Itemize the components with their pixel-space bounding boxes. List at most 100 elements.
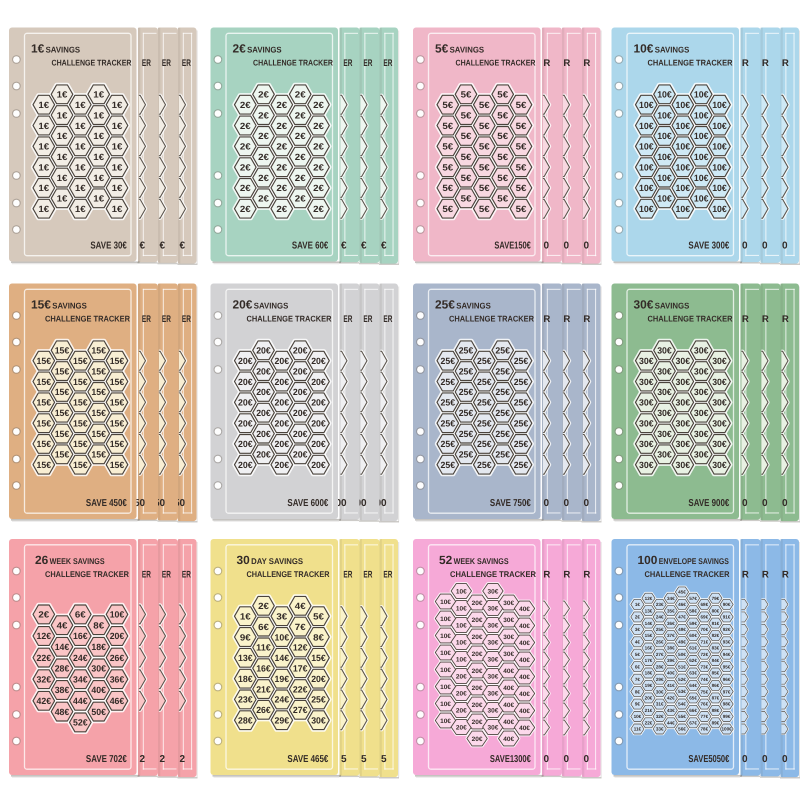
svg-text:50: 50 (134, 498, 146, 509)
svg-text:SAVE 702€: SAVE 702€ (86, 754, 127, 765)
svg-text:90€: 90€ (723, 602, 731, 607)
svg-text:10€: 10€ (712, 121, 727, 131)
svg-text:4€: 4€ (635, 639, 641, 644)
svg-text:27€: 27€ (656, 652, 664, 657)
svg-text:5: 5 (381, 754, 387, 765)
svg-text:1€: 1€ (75, 142, 86, 152)
svg-text:1€: 1€ (57, 173, 68, 183)
svg-text:1€: 1€ (57, 131, 68, 141)
svg-text:5€: 5€ (435, 42, 449, 56)
svg-text:0: 0 (564, 498, 570, 509)
svg-text:1€: 1€ (57, 194, 68, 204)
svg-text:5€: 5€ (516, 142, 527, 152)
svg-text:52€: 52€ (678, 677, 686, 682)
svg-text:5€: 5€ (442, 204, 453, 214)
svg-text:25€: 25€ (441, 418, 456, 428)
svg-text:R: R (742, 58, 749, 69)
svg-text:34€: 34€ (73, 674, 88, 684)
svg-text:89€: 89€ (712, 720, 720, 725)
svg-text:2€: 2€ (276, 162, 287, 172)
svg-text:1€: 1€ (38, 121, 49, 131)
svg-text:3€: 3€ (635, 627, 641, 632)
svg-text:79€: 79€ (712, 596, 720, 601)
svg-text:10€: 10€ (676, 204, 691, 214)
svg-text:0: 0 (742, 498, 748, 509)
svg-text:16€: 16€ (645, 646, 653, 651)
svg-text:25€: 25€ (459, 408, 474, 418)
svg-text:15€: 15€ (73, 398, 88, 408)
svg-text:R: R (583, 58, 590, 69)
svg-text:30€: 30€ (694, 450, 709, 460)
svg-text:15€: 15€ (37, 398, 52, 408)
svg-text:95€: 95€ (723, 664, 731, 669)
svg-text:10€: 10€ (639, 142, 654, 152)
svg-text:46€: 46€ (110, 696, 125, 706)
svg-text:SAVE1300€: SAVE1300€ (490, 754, 531, 765)
svg-text:SAVE 450€: SAVE 450€ (86, 498, 127, 509)
svg-text:10€: 10€ (639, 100, 654, 110)
svg-text:46€: 46€ (678, 602, 686, 607)
svg-text:1€: 1€ (93, 173, 104, 183)
svg-text:20€: 20€ (472, 736, 483, 743)
svg-text:16€: 16€ (256, 663, 271, 673)
svg-text:R: R (583, 570, 590, 581)
svg-text:26€: 26€ (256, 705, 271, 715)
svg-text:30€: 30€ (712, 439, 727, 449)
svg-text:10€: 10€ (440, 718, 451, 725)
svg-text:ER: ER (182, 58, 191, 69)
svg-text:5€: 5€ (497, 194, 508, 204)
svg-text:42€: 42€ (37, 696, 52, 706)
svg-text:28€: 28€ (656, 664, 664, 669)
svg-text:20€: 20€ (311, 439, 326, 449)
svg-text:30€: 30€ (657, 408, 672, 418)
svg-text:30€: 30€ (694, 408, 709, 418)
svg-text:25€: 25€ (514, 439, 529, 449)
svg-text:25€: 25€ (459, 346, 474, 356)
svg-text:0: 0 (742, 241, 748, 252)
svg-text:25€: 25€ (477, 460, 492, 470)
svg-text:30€: 30€ (639, 356, 654, 366)
svg-text:SAVE150€: SAVE150€ (494, 241, 531, 252)
svg-text:24€: 24€ (73, 653, 88, 663)
svg-text:€: € (160, 241, 166, 252)
svg-text:30€: 30€ (694, 346, 709, 356)
svg-text:15€: 15€ (37, 460, 52, 470)
svg-text:20€: 20€ (293, 387, 308, 397)
svg-text:39€: 39€ (667, 658, 675, 663)
svg-text:100€: 100€ (721, 727, 732, 732)
svg-text:5€: 5€ (461, 131, 472, 141)
svg-text:30€: 30€ (488, 707, 499, 714)
svg-text:6€: 6€ (635, 664, 641, 669)
svg-text:25€: 25€ (311, 695, 326, 705)
svg-text:20€: 20€ (472, 685, 483, 692)
svg-text:99€: 99€ (723, 714, 731, 719)
svg-text:1€: 1€ (112, 162, 123, 172)
svg-text:40€: 40€ (519, 657, 530, 664)
svg-text:19€: 19€ (275, 674, 290, 684)
svg-text:10€: 10€ (456, 656, 467, 663)
svg-text:ER: ER (162, 570, 171, 581)
svg-text:0: 0 (782, 754, 788, 765)
svg-text:0: 0 (762, 498, 768, 509)
svg-text:2€: 2€ (258, 152, 269, 162)
svg-text:2€: 2€ (240, 183, 251, 193)
svg-text:51€: 51€ (678, 664, 686, 669)
svg-text:20€: 20€ (311, 377, 326, 387)
svg-text:25€: 25€ (514, 460, 529, 470)
svg-text:15€: 15€ (91, 387, 106, 397)
svg-text:CHALLENGE TRACKER: CHALLENGE TRACKER (247, 314, 332, 324)
svg-text:ENVELOPE SAVINGS: ENVELOPE SAVINGS (659, 556, 729, 566)
svg-text:30€: 30€ (503, 617, 514, 624)
svg-text:50€: 50€ (91, 707, 106, 717)
svg-text:2€: 2€ (295, 110, 306, 120)
svg-text:2€: 2€ (276, 204, 287, 214)
svg-text:30€: 30€ (712, 460, 727, 470)
svg-text:20€: 20€ (293, 450, 308, 460)
svg-text:6€: 6€ (258, 622, 269, 632)
svg-text:40€: 40€ (519, 691, 530, 698)
svg-text:15€: 15€ (110, 460, 125, 470)
svg-text:0: 0 (564, 241, 570, 252)
svg-text:2€: 2€ (258, 131, 269, 141)
svg-text:ER: ER (363, 314, 372, 325)
svg-text:59€: 59€ (689, 621, 697, 626)
